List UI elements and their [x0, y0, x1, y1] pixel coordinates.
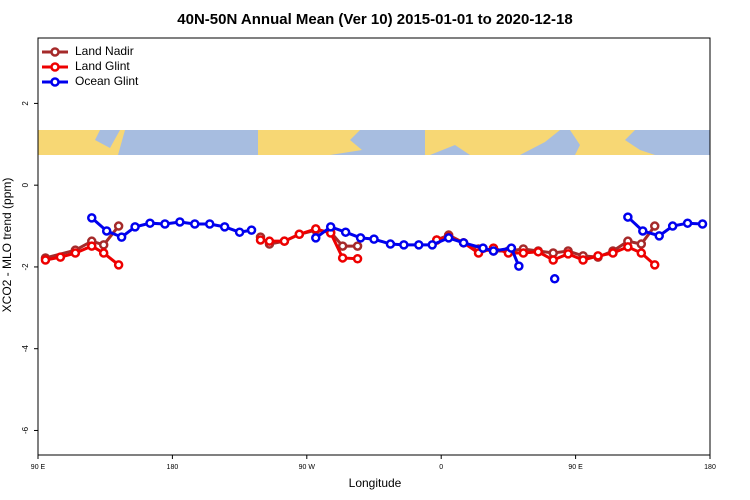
- legend-label: Land Glint: [75, 59, 130, 73]
- point: [255, 235, 266, 245]
- point: [113, 221, 124, 231]
- y-axis-label: XCO2 - MLO trend (ppm): [0, 178, 14, 313]
- point: [563, 249, 573, 259]
- point: [352, 241, 363, 251]
- point: [506, 243, 517, 253]
- legend-marker: [50, 62, 60, 72]
- point: [98, 240, 109, 250]
- point: [593, 251, 603, 261]
- map-strip: [38, 130, 710, 155]
- point: [98, 248, 109, 258]
- point: [311, 233, 321, 243]
- y-tick-label: 2: [21, 101, 30, 106]
- point: [623, 212, 633, 222]
- point: [311, 224, 321, 234]
- point: [355, 233, 366, 243]
- x-tick-label: 90 E: [31, 464, 46, 471]
- point: [87, 213, 97, 223]
- point: [130, 222, 140, 232]
- point: [160, 219, 170, 229]
- point: [369, 234, 379, 244]
- y-tick-label: -4: [21, 345, 30, 353]
- point: [549, 274, 560, 284]
- legend-label: Ocean Glint: [75, 74, 139, 88]
- point: [70, 248, 81, 258]
- point: [352, 254, 363, 264]
- point: [190, 219, 200, 229]
- point: [578, 255, 588, 265]
- point: [533, 247, 544, 257]
- point: [294, 229, 305, 239]
- point: [340, 227, 351, 237]
- point: [113, 260, 124, 270]
- point: [636, 239, 647, 249]
- point: [636, 248, 647, 258]
- point: [514, 261, 524, 271]
- point: [337, 253, 348, 263]
- point: [443, 233, 454, 243]
- point: [414, 240, 424, 250]
- x-tick-label: 180: [167, 464, 179, 471]
- point: [145, 218, 155, 228]
- point: [40, 255, 51, 265]
- point: [488, 246, 499, 256]
- point: [264, 236, 275, 246]
- point: [385, 239, 396, 249]
- point: [649, 221, 660, 231]
- point: [697, 219, 708, 229]
- point: [246, 225, 257, 235]
- point: [427, 240, 437, 250]
- x-tick-label: 90 E: [568, 464, 583, 471]
- x-tick-label: 180: [704, 464, 716, 471]
- point: [667, 221, 678, 231]
- x-axis-label: Longitude: [349, 476, 402, 490]
- y-tick-label: 0: [21, 182, 30, 187]
- chart-title: 40N-50N Annual Mean (Ver 10) 2015-01-01 …: [177, 11, 572, 28]
- point: [55, 252, 66, 262]
- point: [518, 248, 529, 258]
- point: [649, 260, 660, 270]
- legend-marker: [50, 47, 60, 57]
- legend-marker: [50, 77, 60, 87]
- y-tick-label: -2: [21, 263, 30, 271]
- point: [234, 227, 245, 237]
- point: [219, 222, 230, 232]
- point: [87, 241, 97, 251]
- point: [548, 255, 558, 265]
- point: [337, 241, 348, 251]
- point: [638, 226, 648, 236]
- point: [204, 219, 215, 229]
- point: [608, 248, 618, 258]
- y-tick-label: -6: [21, 426, 30, 434]
- point: [325, 222, 336, 232]
- point: [654, 231, 664, 241]
- point: [623, 242, 633, 252]
- x-tick-label: 0: [439, 464, 443, 471]
- point: [458, 238, 469, 248]
- point: [682, 218, 693, 228]
- point: [478, 243, 488, 253]
- point: [399, 240, 409, 250]
- point: [116, 232, 127, 242]
- x-tick-label: 90 W: [299, 464, 316, 471]
- point: [101, 226, 112, 236]
- legend-label: Land Nadir: [75, 44, 134, 58]
- point: [279, 236, 290, 246]
- plot-frame: [37, 37, 711, 456]
- point: [175, 217, 185, 227]
